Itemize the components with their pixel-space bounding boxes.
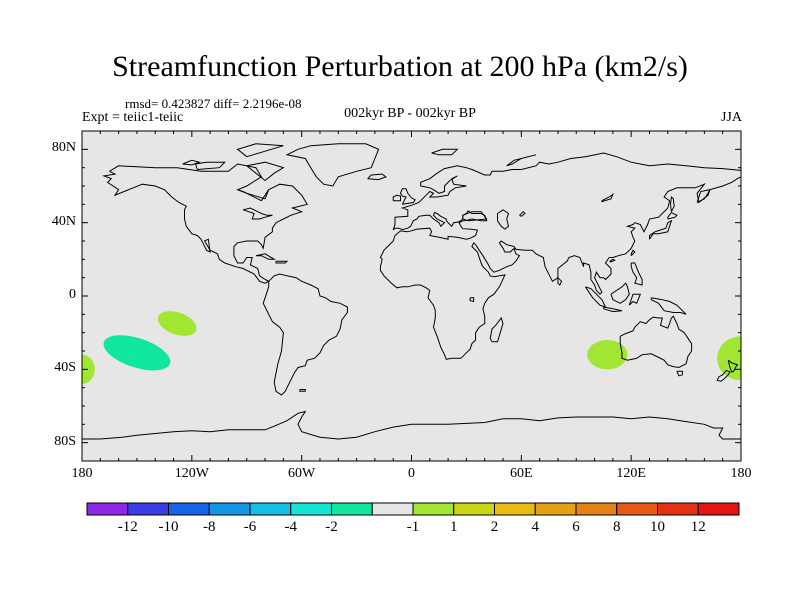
taiwan-coast	[630, 249, 636, 257]
baikal-coast	[601, 192, 615, 203]
lat-label: 0	[69, 287, 76, 302]
colorbar-label: -8	[203, 519, 216, 535]
banks-coast	[182, 159, 201, 166]
anomaly-contour	[103, 335, 171, 371]
colorbar-label: -10	[158, 519, 179, 535]
colorbar-label: 8	[613, 519, 621, 535]
great-lakes-coast	[242, 207, 273, 220]
colorbar-label: 4	[531, 519, 540, 535]
kamchatka-coast	[696, 189, 711, 203]
java-coast	[603, 306, 623, 313]
victoria-coast	[194, 161, 227, 170]
eurasia-coast	[379, 152, 741, 360]
philippines-coast	[630, 262, 643, 286]
black-sea-coast	[462, 211, 488, 222]
baffin-coast	[245, 161, 285, 181]
colorbar-label: -1	[406, 519, 420, 535]
colorbar-swatch	[453, 502, 495, 516]
anomaly-contour	[82, 354, 95, 384]
colorbar-swatch	[616, 502, 658, 516]
colorbar-label: -2	[325, 519, 338, 535]
falklands-coast	[299, 389, 306, 392]
coastlines	[82, 143, 741, 440]
lon-label: 180	[730, 466, 752, 481]
colorbar-label: 2	[490, 519, 499, 535]
anomaly-layer	[82, 311, 741, 384]
hainan-coast	[609, 258, 616, 263]
hispaniola-coast	[275, 260, 289, 264]
japan-coast	[649, 219, 673, 240]
colorbar-swatch	[657, 502, 699, 516]
colorbar-swatch	[249, 502, 292, 516]
svalbard-coast	[431, 148, 459, 156]
lat-label: 40N	[51, 213, 76, 229]
south-america-coast	[262, 273, 348, 396]
ireland-coast	[392, 194, 401, 202]
colorbar-swatch	[697, 502, 740, 516]
anomaly-contour	[157, 311, 197, 336]
axis-ticks	[81, 131, 742, 461]
iceland-coast	[367, 173, 387, 181]
ellesmere-coast	[236, 143, 284, 158]
colorbar-swatch	[168, 502, 210, 516]
sakhalin-coast	[669, 195, 675, 212]
antarctica-coast	[82, 410, 741, 440]
lon-label: 120E	[616, 466, 646, 481]
novaya-zemlya-coast	[506, 154, 537, 167]
lon-label: 120W	[174, 466, 209, 481]
sulawesi-coast	[628, 293, 642, 306]
uk-coast	[399, 188, 416, 205]
colorbar-swatch	[371, 502, 414, 516]
australia-coast	[619, 315, 693, 369]
aral-coast	[519, 210, 526, 217]
colorbar-swatch	[208, 502, 251, 516]
colorbar-label: -12	[117, 519, 138, 535]
caspian-coast	[497, 209, 510, 230]
colorbar-swatch	[575, 502, 618, 516]
colorbar-swatch	[290, 502, 332, 516]
experiment-text: Expt = teiic1-teiic	[82, 110, 184, 125]
map-background	[82, 131, 741, 461]
colorbar-label: 10	[650, 519, 665, 535]
africa-madagascar-coast	[489, 316, 504, 343]
colorbar-swatch	[331, 502, 373, 516]
colorbar-label: -4	[284, 519, 298, 535]
lat-label: 80N	[51, 140, 76, 156]
greenland-coast	[285, 143, 380, 187]
hokkaido-coast	[667, 211, 678, 220]
lon-label: 0	[408, 466, 415, 481]
colorbar-label: 6	[572, 519, 580, 535]
north-america-coast	[102, 163, 308, 284]
colorbar-label: -6	[243, 519, 257, 535]
new-guinea-coast	[650, 297, 687, 315]
colorbar-label: 12	[690, 519, 706, 535]
tasmania-coast	[676, 370, 683, 377]
colorbar-label: 1	[450, 519, 458, 535]
nz-north-coast	[727, 359, 739, 373]
lon-label: 180	[71, 466, 93, 481]
season-label: JJA	[720, 110, 742, 125]
hudson-coast	[237, 189, 270, 202]
sri-lanka-coast	[557, 277, 563, 286]
lat-label: 80S	[54, 433, 76, 449]
colorbar-swatch	[86, 502, 129, 516]
lon-label: 60W	[288, 466, 316, 481]
victoria-lake-coast	[469, 297, 475, 303]
period-text: 002kyr BP - 002kyr BP	[344, 106, 476, 121]
stats-text: rmsd= 0.423827 diff= 2.2196e-08	[125, 96, 302, 111]
colorbar	[86, 502, 740, 516]
lon-label: 60E	[510, 466, 533, 481]
colorbar-swatch	[127, 502, 169, 516]
colorbar-swatch	[534, 502, 577, 516]
lat-label: 40S	[54, 360, 76, 376]
plot-title: Streamfunction Perturbation at 200 hPa (…	[112, 50, 688, 83]
colorbar-swatch	[412, 502, 455, 516]
nz-south-coast	[716, 369, 731, 382]
anomaly-contour	[587, 340, 628, 370]
borneo-coast	[610, 282, 630, 304]
colorbar-swatch	[494, 502, 536, 516]
cuba-coast	[255, 253, 276, 260]
